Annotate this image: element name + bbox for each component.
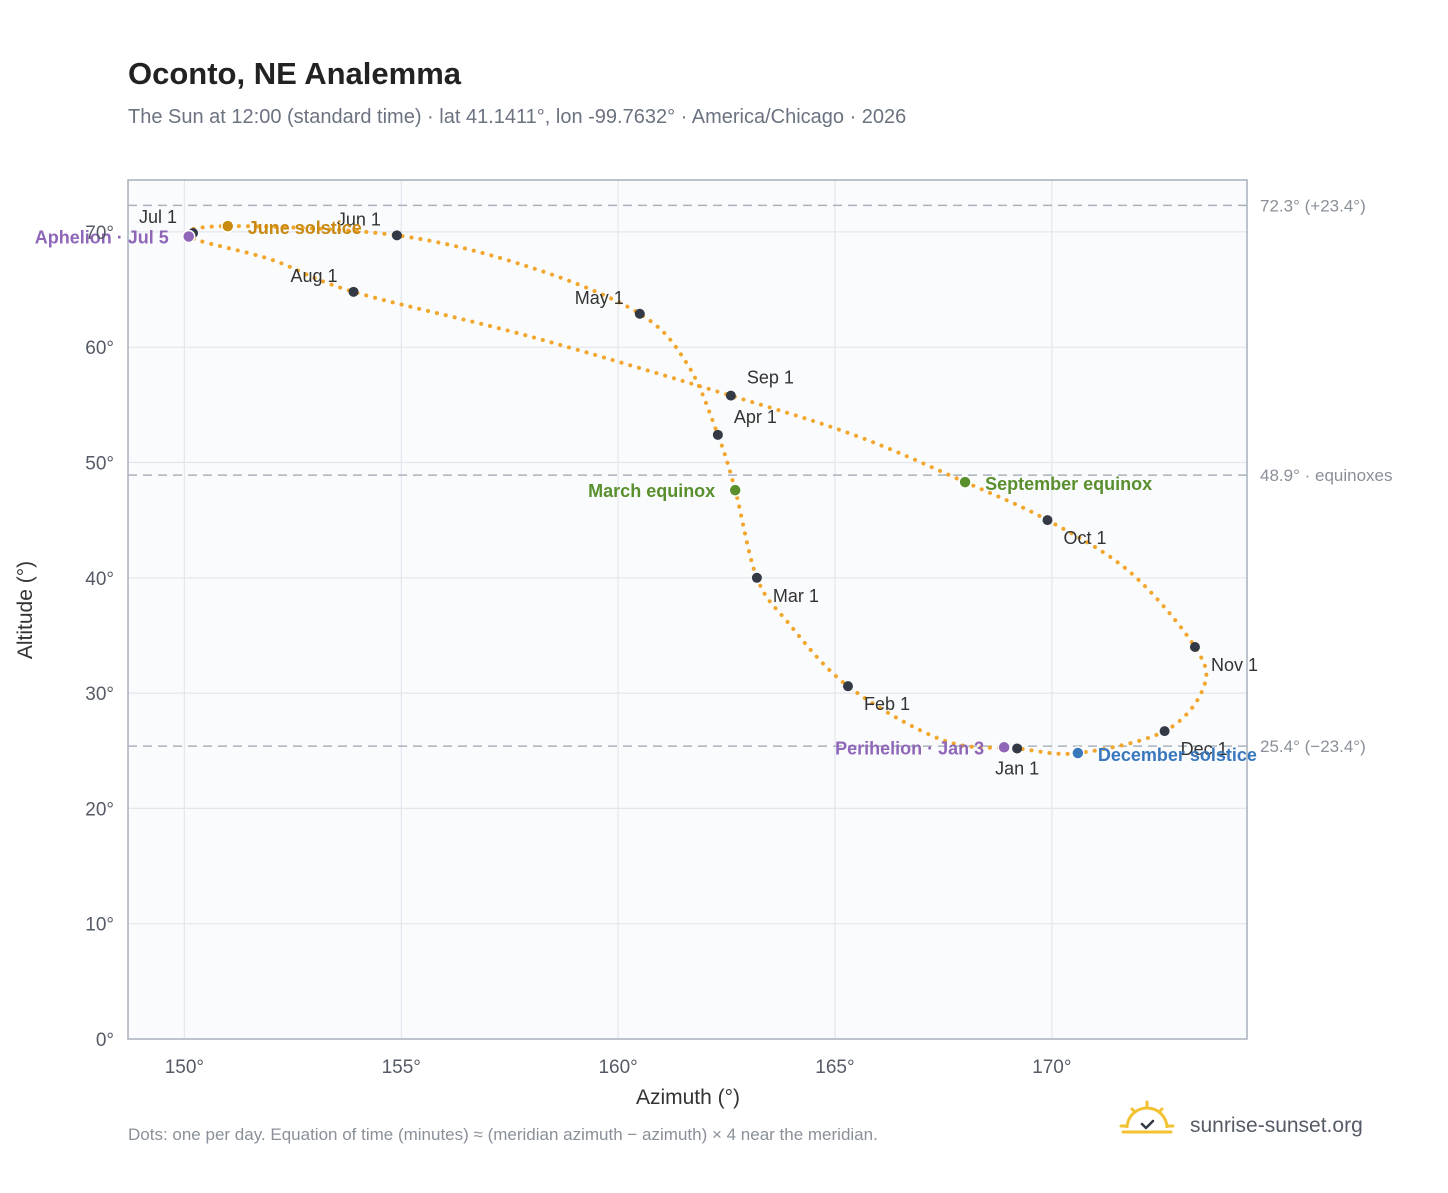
month-marker bbox=[842, 681, 853, 692]
x-tick-label: 165° bbox=[815, 1057, 854, 1078]
month-label: May 1 bbox=[575, 288, 624, 308]
month-marker bbox=[391, 230, 402, 241]
month-label: Sep 1 bbox=[747, 368, 794, 388]
event-label: Aphelion · Jul 5 bbox=[35, 227, 169, 247]
y-tick-label: 40° bbox=[85, 569, 114, 590]
plot-frame bbox=[127, 179, 1248, 1040]
month-label: Jun 1 bbox=[337, 209, 381, 229]
month-label: Mar 1 bbox=[773, 586, 819, 606]
month-label: Apr 1 bbox=[734, 407, 777, 427]
reference-lines: 72.3° (+23.4°) 48.9° · equinoxes 25.4° (−2… bbox=[128, 196, 1393, 756]
event-marker bbox=[1071, 746, 1085, 760]
month-marker bbox=[634, 308, 645, 319]
event-marker bbox=[958, 475, 972, 489]
plot-area bbox=[128, 180, 1247, 1039]
month-marker bbox=[725, 390, 736, 401]
footnote: Dots: one per day. Equation of time (min… bbox=[128, 1125, 878, 1144]
month-marker bbox=[1012, 743, 1023, 754]
axis-ticks: 150° 155° 160° 165° 170° 0° 10° 20° 30° 40° 50° 60°… bbox=[85, 223, 1071, 1078]
month-label: Feb 1 bbox=[864, 694, 910, 714]
y-tick-label: 70° bbox=[85, 223, 114, 244]
x-tick-label: 170° bbox=[1032, 1057, 1071, 1078]
month-markers: Jan 1 Feb 1 Mar 1 Apr 1 May 1 Jun 1 Jul 1 Aug 1… bbox=[139, 207, 1258, 778]
chart-title: Oconto, NE Analemma bbox=[128, 56, 462, 91]
analemma-curve bbox=[184, 224, 1209, 756]
y-tick-label: 10° bbox=[85, 915, 114, 936]
month-marker bbox=[1159, 726, 1170, 737]
y-tick-label: 20° bbox=[85, 799, 114, 820]
y-tick-label: 30° bbox=[85, 684, 114, 705]
event-marker bbox=[997, 740, 1011, 755]
x-tick-label: 155° bbox=[382, 1057, 421, 1078]
month-marker bbox=[1189, 641, 1200, 652]
reference-line-label: 72.3° (+23.4°) bbox=[1260, 196, 1366, 215]
reference-line-label: 48.9° · equinoxes bbox=[1260, 466, 1393, 485]
x-tick-label: 160° bbox=[598, 1057, 637, 1078]
month-label: Jul 1 bbox=[139, 207, 177, 227]
event-label: Perihelion · Jan 3 bbox=[835, 738, 984, 758]
x-axis-title: Azimuth (°) bbox=[636, 1086, 740, 1109]
month-marker bbox=[712, 429, 723, 440]
event-label: June solstice bbox=[248, 218, 362, 238]
x-tick-label: 150° bbox=[165, 1057, 204, 1078]
event-markers: June solstice March equinox September equi… bbox=[35, 218, 1257, 765]
daily-dots bbox=[184, 224, 1209, 756]
y-axis-title: Altitude (°) bbox=[14, 561, 37, 659]
brand-name: sunrise-sunset.org bbox=[1190, 1114, 1363, 1137]
event-marker bbox=[728, 483, 742, 497]
month-label: Jan 1 bbox=[995, 758, 1039, 778]
grid-lines bbox=[128, 180, 1247, 1039]
month-label: Oct 1 bbox=[1063, 528, 1106, 548]
month-label: Aug 1 bbox=[290, 266, 337, 286]
event-marker bbox=[181, 229, 196, 244]
chart-subtitle: The Sun at 12:00 (standard time) · lat 4… bbox=[128, 106, 906, 128]
event-label: March equinox bbox=[588, 481, 715, 501]
month-marker bbox=[348, 286, 359, 297]
y-tick-label: 60° bbox=[85, 338, 114, 359]
month-marker bbox=[1042, 515, 1053, 526]
month-label: Dec 1 bbox=[1181, 739, 1228, 759]
reference-line-label: 25.4° (−23.4°) bbox=[1260, 737, 1366, 756]
month-marker bbox=[751, 572, 762, 583]
event-marker bbox=[221, 219, 235, 233]
sun-check-icon bbox=[1119, 1100, 1175, 1134]
y-tick-label: 0° bbox=[96, 1030, 114, 1051]
event-label: December solstice bbox=[1098, 745, 1257, 765]
month-label: Nov 1 bbox=[1211, 655, 1258, 675]
y-tick-label: 50° bbox=[85, 453, 114, 474]
brand-logo[interactable]: sunrise-sunset.org bbox=[1119, 1100, 1363, 1137]
event-label: September equinox bbox=[985, 474, 1152, 494]
